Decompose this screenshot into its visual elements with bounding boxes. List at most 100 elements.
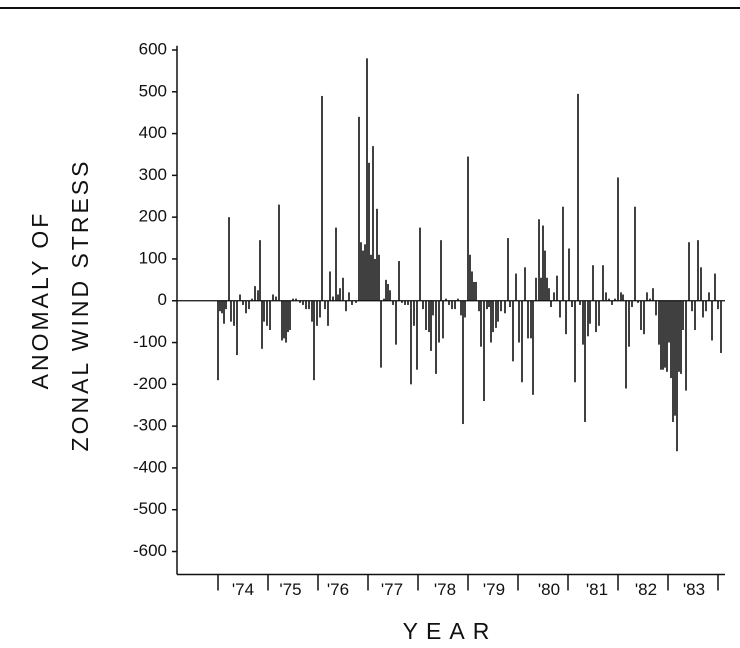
bar — [676, 300, 678, 452]
bar — [281, 300, 283, 341]
bar — [550, 300, 552, 308]
bar — [275, 296, 277, 301]
bar — [416, 300, 418, 370]
bar — [469, 254, 471, 301]
bar — [257, 290, 259, 301]
bar — [368, 162, 370, 301]
bar — [544, 250, 546, 301]
bar — [649, 298, 651, 301]
bar — [595, 300, 597, 333]
bar — [582, 300, 584, 345]
bar — [691, 300, 693, 312]
bar — [385, 279, 387, 301]
bar — [432, 300, 434, 316]
bar — [435, 300, 437, 374]
bar — [530, 300, 532, 339]
bar — [404, 300, 406, 305]
bar — [535, 277, 537, 301]
bar — [515, 273, 517, 301]
bar — [233, 300, 235, 326]
bar — [467, 156, 469, 301]
y-tick-label: 200 — [139, 207, 167, 226]
bar — [697, 240, 699, 301]
bar — [305, 300, 307, 310]
x-tick-label: '81 — [586, 580, 608, 599]
y-tick-label: 0 — [158, 290, 167, 309]
bar — [574, 300, 576, 383]
bar — [319, 300, 321, 318]
bar — [714, 273, 716, 301]
bar — [337, 294, 339, 301]
bar — [419, 227, 421, 301]
bar — [640, 300, 642, 331]
bar — [634, 206, 636, 301]
bar — [342, 277, 344, 301]
bar — [625, 300, 627, 389]
bar — [631, 300, 633, 308]
bar — [611, 300, 613, 305]
x-tick-label: '78 — [434, 580, 456, 599]
bar — [664, 300, 666, 368]
bar — [372, 146, 374, 301]
bar — [348, 292, 350, 301]
bar — [292, 298, 294, 301]
bar — [556, 275, 558, 301]
bar — [592, 265, 594, 301]
bar — [387, 284, 389, 301]
bar — [422, 300, 424, 310]
bar — [460, 300, 462, 316]
y-tick-label: -500 — [133, 499, 167, 518]
bar — [680, 300, 682, 374]
bar — [471, 271, 473, 301]
bar — [705, 300, 707, 312]
bar — [546, 277, 548, 301]
bar — [278, 204, 280, 301]
bar — [702, 300, 704, 318]
bar — [571, 300, 573, 308]
bar — [440, 240, 442, 301]
bar — [316, 300, 318, 326]
y-tick-label: 500 — [139, 81, 167, 100]
bar — [248, 300, 250, 310]
y-axis-title: ZONAL WIND STRESS — [67, 159, 93, 452]
bar — [658, 300, 660, 345]
bar — [263, 300, 265, 322]
x-tick-label: '79 — [483, 580, 505, 599]
bar — [524, 267, 526, 301]
bar — [362, 250, 364, 301]
bar — [504, 300, 506, 314]
bar — [628, 300, 630, 347]
bar — [700, 267, 702, 301]
bar — [261, 300, 263, 349]
bar — [660, 300, 662, 370]
bar — [478, 300, 480, 312]
bar — [374, 258, 376, 301]
bar — [378, 254, 380, 301]
bar — [553, 292, 555, 301]
bar — [495, 300, 497, 328]
bar — [370, 254, 372, 301]
bar — [662, 300, 664, 370]
bar — [579, 300, 581, 305]
bar — [521, 300, 523, 383]
bar — [438, 300, 440, 343]
bar — [694, 300, 696, 331]
bar — [389, 290, 391, 301]
bar — [559, 300, 561, 318]
bar — [617, 177, 619, 301]
bar — [407, 300, 409, 305]
bar — [500, 300, 502, 312]
bar — [708, 292, 710, 301]
bar — [454, 300, 456, 310]
bar — [527, 300, 529, 339]
bar — [720, 300, 722, 353]
bar — [313, 300, 315, 381]
bar — [410, 300, 412, 385]
bar — [335, 227, 337, 301]
bar — [480, 300, 482, 347]
y-tick-label: -600 — [133, 541, 167, 560]
bar — [364, 244, 366, 301]
bar — [425, 300, 427, 331]
bar — [655, 300, 657, 316]
bar — [332, 296, 334, 301]
